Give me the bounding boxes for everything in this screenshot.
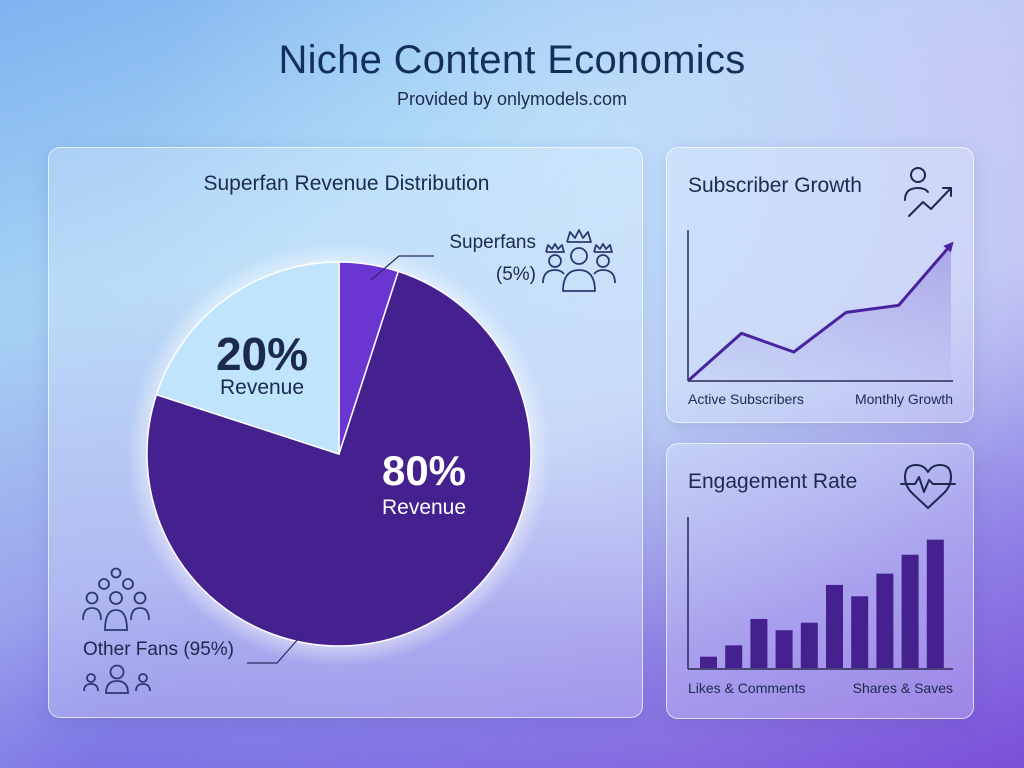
engagement-chart bbox=[687, 464, 956, 670]
growth-chart bbox=[687, 167, 954, 382]
crowned-group-icon bbox=[542, 229, 616, 292]
user-growth-icon bbox=[904, 167, 952, 217]
heart-pulse-icon bbox=[900, 464, 956, 509]
pie-chart: 20% Revenue 80% Revenue Superfans (5%) O… bbox=[82, 229, 616, 694]
slice-20-text: Revenue bbox=[220, 376, 304, 399]
engagement-rate-card: Engagement Rate Likes & Comments Shares … bbox=[666, 443, 974, 719]
engagement-bar bbox=[700, 656, 717, 668]
growth-line bbox=[688, 241, 954, 382]
crowd-icon bbox=[82, 567, 150, 631]
pie-slice-20-revenue bbox=[155, 261, 340, 456]
pie-chart-title: Superfan Revenue Distribution bbox=[203, 172, 490, 195]
engagement-bar bbox=[851, 596, 869, 668]
page-subtitle: Provided by onlymodels.com bbox=[396, 89, 628, 109]
engagement-x-label-right: Shares & Saves bbox=[852, 680, 953, 696]
page-title: Niche Content Economics bbox=[278, 38, 746, 82]
slice-20-value: 20% bbox=[216, 328, 308, 380]
engagement-bar bbox=[800, 622, 818, 668]
engagement-bar bbox=[750, 618, 768, 668]
engagement-x-label: Likes & Comments bbox=[688, 680, 806, 696]
superfans-leader-line bbox=[370, 255, 434, 281]
other-fans-label: Other Fans (95%) bbox=[83, 639, 234, 660]
engagement-bar bbox=[775, 630, 793, 668]
engagement-bar bbox=[725, 645, 743, 668]
other-fans-leader-line bbox=[247, 637, 300, 664]
slice-80-text: Revenue bbox=[382, 496, 466, 519]
growth-chart-title: Subscriber Growth bbox=[688, 174, 862, 197]
growth-x-label-right: Monthly Growth bbox=[854, 391, 953, 407]
pie-slice-other-fans bbox=[146, 270, 532, 647]
engagement-bar bbox=[826, 584, 843, 668]
engagement-bar bbox=[901, 554, 919, 668]
revenue-distribution-card: Superfan Revenue Distribution 20% Revenu… bbox=[48, 147, 643, 718]
slice-80-value: 80% bbox=[382, 447, 466, 494]
superfans-share-label: (5%) bbox=[496, 264, 536, 285]
engagement-bar bbox=[876, 573, 894, 668]
growth-x-label: Active Subscribers bbox=[688, 391, 804, 407]
superfans-label: Superfans bbox=[449, 232, 536, 253]
subscriber-growth-card: Subscriber Growth Active Subscribers Mon… bbox=[666, 147, 974, 423]
engagement-chart-title: Engagement Rate bbox=[688, 470, 858, 493]
growth-area bbox=[689, 244, 951, 380]
engagement-bar bbox=[926, 539, 944, 668]
people-icon bbox=[83, 664, 151, 694]
